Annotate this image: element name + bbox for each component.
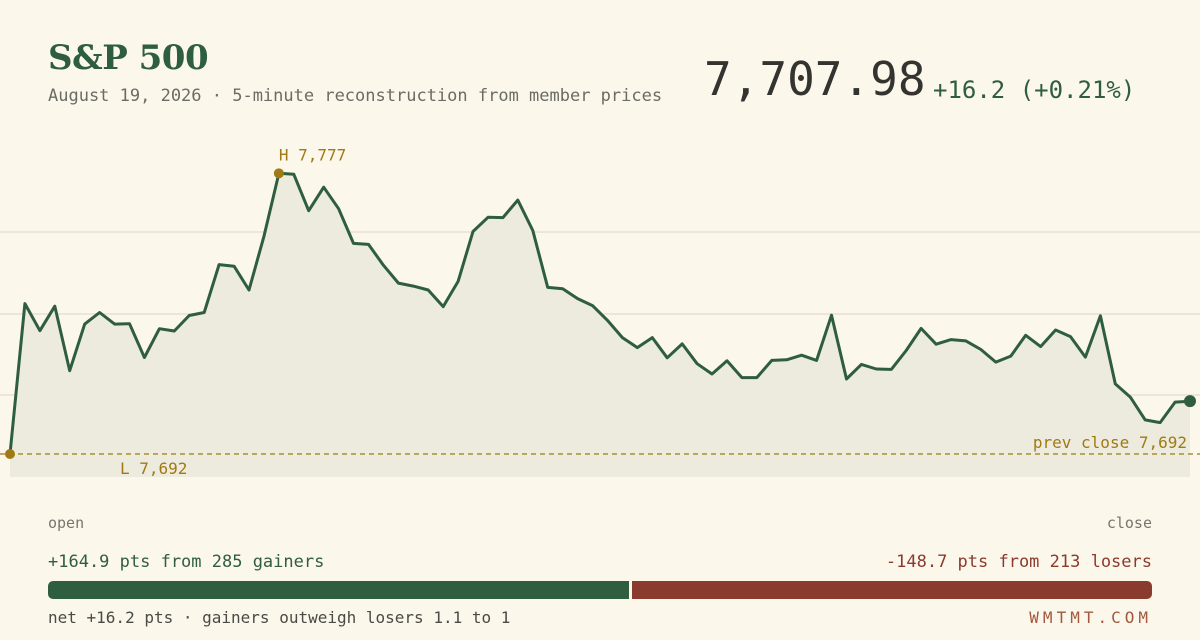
breadth-bar-divider <box>628 581 632 599</box>
current-price: 7,707.98 <box>704 52 926 106</box>
high-marker <box>273 168 284 179</box>
price-change: +16.2 (+0.21%) <box>933 76 1136 104</box>
last-price-marker <box>1184 395 1196 408</box>
gainers-bar-segment <box>48 581 629 599</box>
prev-close-label: prev close 7,692 <box>1033 433 1187 452</box>
breadth-bar <box>48 581 1152 599</box>
intraday-line-chart: H 7,777 L 7,692 prev close 7,692 <box>0 145 1200 478</box>
x-axis-open-label: open <box>48 514 85 532</box>
net-summary: net +16.2 pts · gainers outweigh losers … <box>48 608 511 627</box>
low-label: L 7,692 <box>120 459 187 478</box>
low-marker <box>5 449 15 459</box>
high-label: H 7,777 <box>279 145 346 164</box>
index-title: S&P 500 <box>48 38 209 78</box>
x-axis-close-label: close <box>1106 514 1152 532</box>
losers-summary: -148.7 pts from 213 losers <box>885 552 1152 572</box>
gainers-summary: +164.9 pts from 285 gainers <box>48 552 325 572</box>
brand-watermark: WMTMT.COM <box>1029 608 1152 627</box>
area-fill <box>10 173 1190 478</box>
price-series-line <box>8 171 1191 455</box>
chart-subtitle: August 19, 2026 · 5-minute reconstructio… <box>48 86 663 106</box>
losers-bar-segment <box>631 581 1152 599</box>
